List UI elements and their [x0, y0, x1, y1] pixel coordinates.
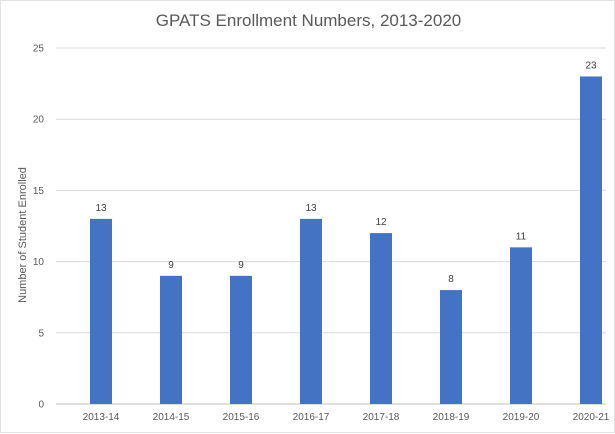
x-tick-label: 2018-19 — [433, 412, 470, 423]
y-tick-label: 10 — [33, 257, 45, 268]
bar-2014-15 — [160, 275, 182, 404]
x-tick-label: 2014-15 — [153, 412, 190, 423]
y-tick-label: 5 — [38, 328, 44, 339]
data-label: 12 — [375, 217, 387, 228]
y-tick-label: 20 — [33, 115, 45, 126]
x-tick-label: 2013-14 — [83, 412, 120, 423]
bar-2016-17 — [300, 218, 322, 404]
bar-2018-19 — [440, 290, 462, 404]
bar-2017-18 — [370, 233, 392, 404]
y-tick-label: 15 — [33, 186, 45, 197]
bar-2015-16 — [230, 275, 252, 404]
data-label: 13 — [95, 203, 107, 214]
data-label: 23 — [585, 60, 597, 71]
chart-title: GPATS Enrollment Numbers, 2013-2020 — [155, 11, 462, 30]
x-tick-label: 2015-16 — [223, 412, 260, 423]
data-label: 9 — [238, 260, 244, 271]
x-tick-label: 2020-21 — [573, 412, 610, 423]
x-tick-label: 2017-18 — [363, 412, 400, 423]
data-label: 13 — [305, 203, 317, 214]
y-tick-label: 25 — [33, 44, 45, 55]
bar-2019-20 — [510, 247, 532, 404]
bar-2013-14 — [90, 218, 112, 404]
y-tick-label: 0 — [38, 400, 44, 411]
x-tick-label: 2016-17 — [293, 412, 330, 423]
data-label: 11 — [516, 231, 527, 242]
data-label: 9 — [168, 260, 174, 271]
x-tick-label: 2019-20 — [503, 412, 540, 423]
data-label: 8 — [448, 274, 454, 285]
bar-2020-21 — [580, 76, 602, 404]
